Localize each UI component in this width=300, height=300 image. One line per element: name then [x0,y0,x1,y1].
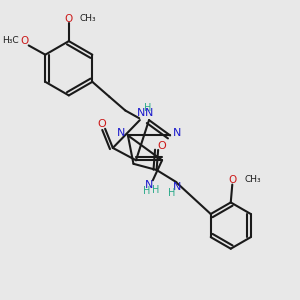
Text: H₃C: H₃C [2,36,19,45]
Text: CH₃: CH₃ [244,175,261,184]
Text: N: N [145,108,153,118]
Text: N: N [117,128,125,138]
Text: O: O [158,141,166,151]
Text: N: N [173,182,182,192]
Text: O: O [228,175,236,184]
Text: H: H [152,185,160,195]
Text: N: N [136,108,145,118]
Text: N: N [145,180,153,190]
Text: O: O [98,119,106,129]
Text: H: H [168,188,176,198]
Text: N: N [173,128,182,138]
Text: H: H [144,103,152,113]
Text: O: O [65,14,73,24]
Text: CH₃: CH₃ [80,14,97,23]
Text: O: O [20,36,28,46]
Text: H: H [143,186,150,196]
